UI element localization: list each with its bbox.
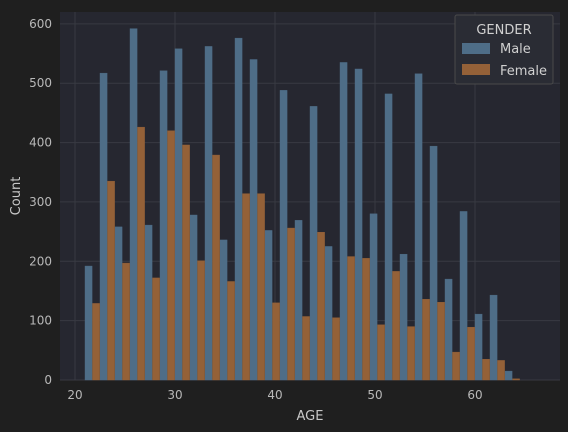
bar-female	[347, 256, 355, 381]
bar-male	[189, 214, 198, 381]
bar-male	[294, 220, 303, 381]
y-tick-label: 100	[29, 314, 52, 328]
bar-male	[504, 370, 513, 381]
bar-female	[197, 260, 205, 381]
bar-female	[257, 193, 265, 381]
bar-male	[369, 213, 378, 381]
x-tick-label: 50	[367, 388, 382, 402]
bar-female	[392, 271, 400, 381]
x-tick-label: 30	[167, 388, 182, 402]
bar-male	[99, 72, 108, 381]
bar-female	[212, 154, 220, 381]
x-tick-labels: 20 30 40 50 60	[67, 388, 482, 402]
bar-female	[407, 326, 415, 381]
legend-swatch-female	[462, 64, 490, 75]
bar-female	[272, 302, 280, 381]
bar-male	[234, 37, 243, 381]
bar-female	[167, 130, 175, 381]
bar-male	[144, 224, 153, 381]
x-tick-label: 20	[67, 388, 82, 402]
bar-female	[287, 227, 295, 381]
bar-female	[452, 351, 460, 381]
bar-male	[159, 70, 168, 381]
legend-label-female: Female	[500, 64, 547, 79]
bar-female	[242, 193, 250, 381]
x-tick-label: 40	[267, 388, 282, 402]
bar-female	[182, 144, 190, 381]
bar-male	[219, 239, 228, 381]
bar-male	[414, 73, 423, 381]
bar-female	[512, 378, 520, 381]
bar-male	[459, 211, 468, 381]
legend-title: GENDER	[476, 23, 531, 38]
bar-male	[324, 246, 333, 381]
bar-female	[107, 180, 115, 381]
y-tick-label: 300	[29, 195, 52, 209]
y-tick-label: 500	[29, 76, 52, 90]
bars	[84, 28, 520, 381]
bar-male	[264, 230, 273, 381]
x-axis-label: AGE	[297, 409, 324, 424]
bar-male	[129, 28, 138, 381]
y-tick-labels: 0 100 200 300 400 500 600	[29, 17, 52, 387]
bar-female	[302, 316, 310, 381]
legend-swatch-male	[462, 43, 490, 54]
bar-male	[474, 313, 483, 381]
bar-female	[92, 303, 100, 381]
bar-male	[249, 59, 258, 381]
bar-male	[204, 46, 213, 381]
bar-female	[317, 232, 325, 381]
bar-male	[384, 93, 393, 381]
y-tick-label: 400	[29, 136, 52, 150]
x-tick-label: 60	[467, 388, 482, 402]
bar-female	[137, 126, 145, 381]
bar-male	[114, 226, 123, 381]
bar-male	[174, 48, 183, 381]
bar-female	[227, 281, 235, 381]
y-axis-label: Count	[9, 177, 24, 216]
bar-female	[332, 317, 340, 381]
bar-female	[467, 326, 475, 381]
y-tick-label: 0	[44, 373, 52, 387]
bar-female	[437, 302, 445, 381]
bar-female	[482, 359, 490, 381]
bar-male	[399, 253, 408, 381]
bar-male	[489, 294, 498, 381]
bar-female	[377, 324, 385, 381]
bar-male	[339, 62, 348, 381]
bar-female	[122, 262, 130, 381]
y-tick-label: 600	[29, 17, 52, 31]
y-tick-label: 200	[29, 254, 52, 268]
bar-male	[84, 265, 93, 381]
legend-label-male: Male	[500, 42, 531, 57]
bar-female	[362, 258, 370, 381]
legend: GENDER Male Female	[454, 14, 554, 85]
bar-female	[152, 277, 160, 381]
bar-female	[422, 299, 430, 381]
bar-male	[279, 90, 288, 381]
bar-male	[444, 278, 453, 381]
bar-male	[354, 68, 363, 381]
bar-male	[309, 106, 318, 381]
bar-female	[497, 360, 505, 381]
bar-male	[429, 145, 438, 381]
